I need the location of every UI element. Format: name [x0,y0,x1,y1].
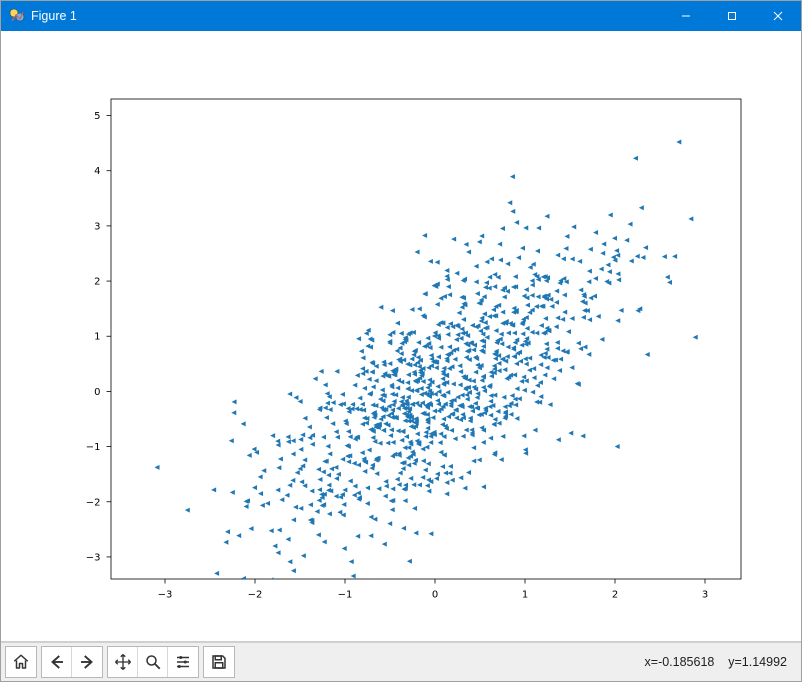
svg-text:3: 3 [94,221,100,232]
maximize-button[interactable] [709,1,755,31]
svg-text:0: 0 [94,387,100,398]
svg-text:−3: −3 [158,590,173,601]
save-button[interactable] [204,647,234,677]
window-title: Figure 1 [31,9,77,23]
plot-area[interactable]: −3 −2 −1 0 1 2 3 −3 −2 −1 0 1 2 3 4 5 [1,31,801,641]
nav-group-4 [203,646,235,678]
svg-text:−1: −1 [338,590,353,601]
svg-text:−3: −3 [86,552,101,563]
toolbar: x=-0.185618 y=1.14992 [1,642,801,681]
pan-button[interactable] [108,647,138,677]
nav-group-2 [41,646,103,678]
scatter-plot: −3 −2 −1 0 1 2 3 −3 −2 −1 0 1 2 3 4 5 [1,31,802,643]
svg-text:4: 4 [94,166,100,177]
coord-readout: x=-0.185618 y=1.14992 [645,655,787,669]
svg-text:2: 2 [612,590,618,601]
svg-text:−1: −1 [86,442,101,453]
back-button[interactable] [42,647,72,677]
app-icon [9,8,25,24]
nav-group-1 [5,646,37,678]
svg-text:1: 1 [522,590,528,601]
svg-text:1: 1 [94,332,100,343]
svg-text:−2: −2 [248,590,263,601]
minimize-button[interactable] [663,1,709,31]
svg-text:3: 3 [702,590,708,601]
nav-group-3 [107,646,199,678]
zoom-button[interactable] [138,647,168,677]
svg-text:0: 0 [432,590,438,601]
close-button[interactable] [755,1,801,31]
configure-button[interactable] [168,647,198,677]
titlebar: Figure 1 [1,1,801,31]
svg-text:−2: −2 [86,497,101,508]
figure-window: Figure 1 −3 −2 −1 0 1 2 3 −3 −2 −1 0 1 2 3 4 5 [0,0,802,682]
home-button[interactable] [6,647,36,677]
forward-button[interactable] [72,647,102,677]
svg-text:5: 5 [94,111,100,122]
svg-text:2: 2 [94,277,100,288]
